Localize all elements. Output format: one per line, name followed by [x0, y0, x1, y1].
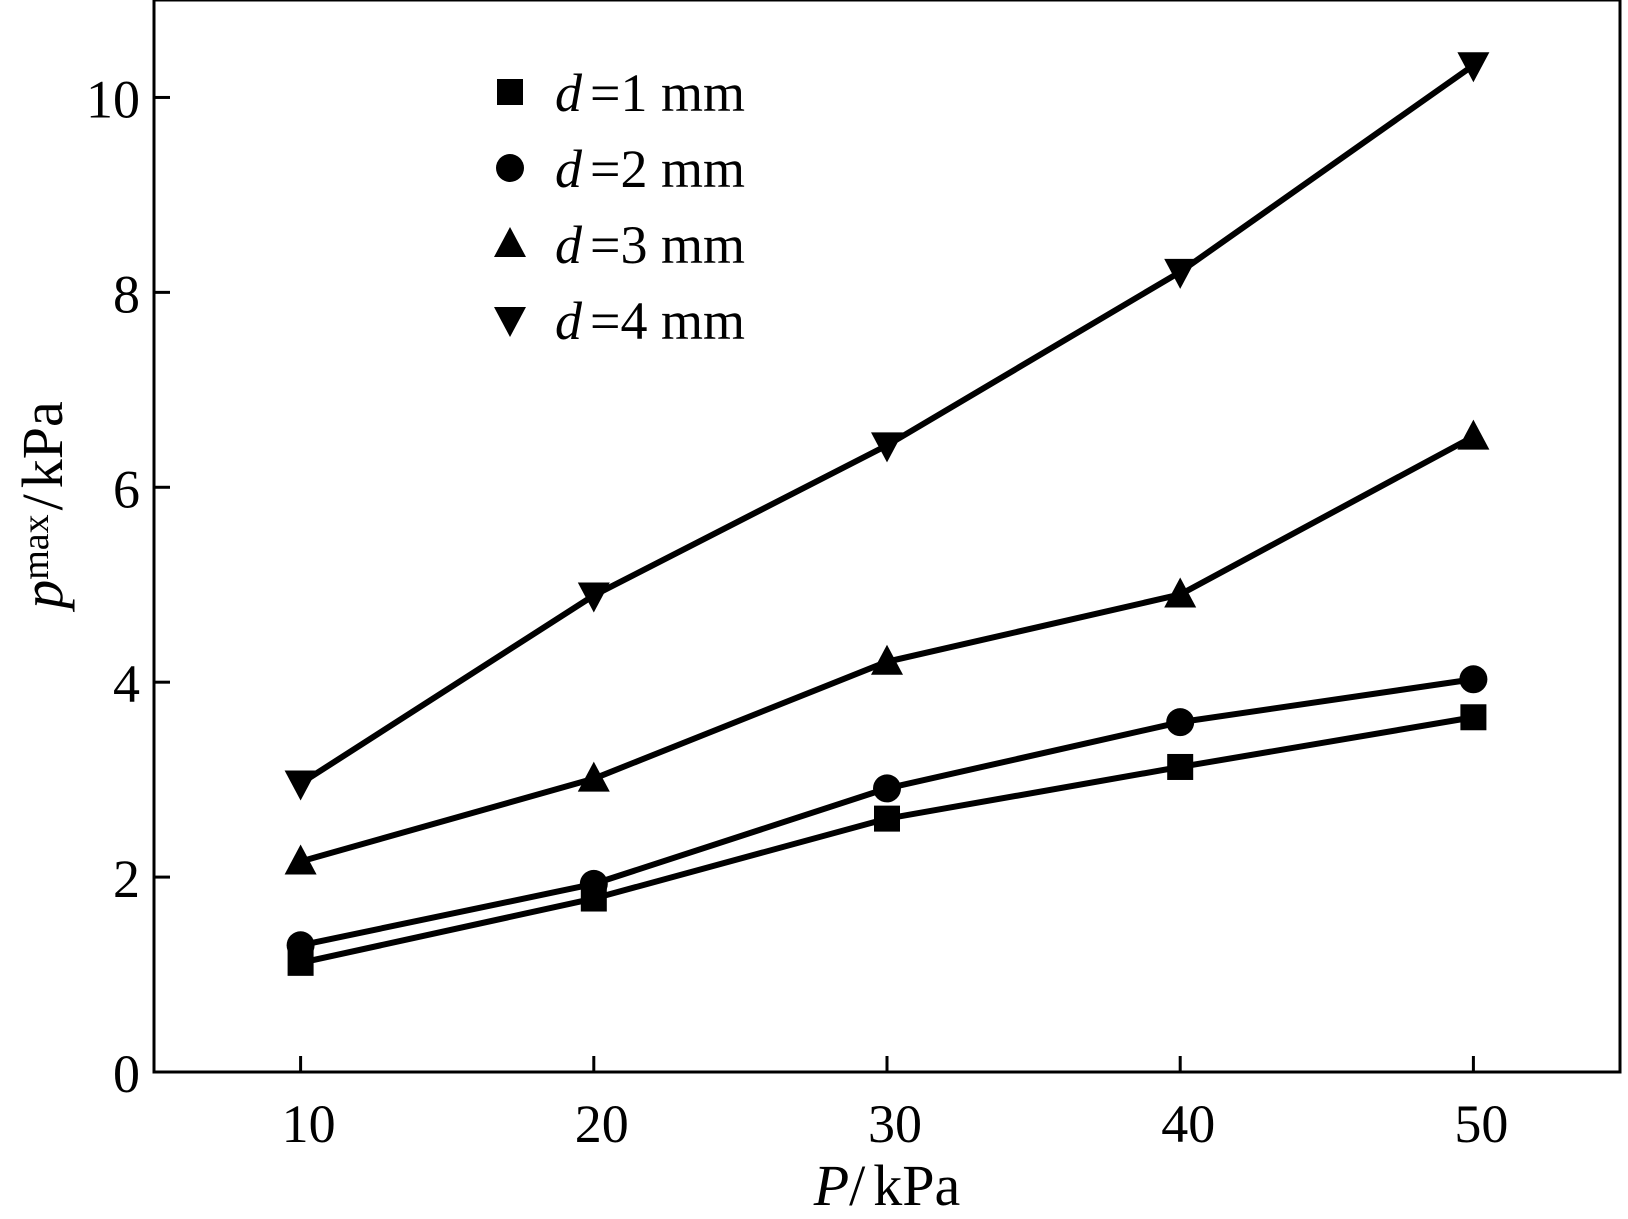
x-tick-label: 50 [1454, 1094, 1508, 1154]
series-4-point [871, 432, 903, 463]
x-axis-var: P [813, 1153, 849, 1218]
x-tick-label: 40 [1161, 1094, 1215, 1154]
legend-label-2: d =2 mm [555, 139, 745, 199]
plot-frame [152, 0, 1622, 1074]
series-2-point [579, 869, 608, 898]
series-3-point [1164, 577, 1197, 608]
series-line-1 [299, 714, 1474, 966]
x-axis-sep: / [849, 1153, 866, 1218]
series-line-4 [298, 62, 1476, 787]
legend-marker-1 [497, 79, 523, 105]
series-4-point [284, 770, 317, 801]
y-tick-label: 4 [113, 654, 140, 714]
series-2-point [286, 931, 315, 960]
series-2-point [873, 774, 901, 803]
series-1-point [1460, 704, 1487, 731]
x-tick-label: 20 [575, 1094, 629, 1154]
y-axis-var: p [10, 580, 75, 613]
legend-label-rest: =3 mm [590, 215, 745, 275]
legend-label-var: d [555, 139, 583, 199]
series-3-point [871, 644, 903, 675]
x-axis-title: P/kPa [813, 1153, 961, 1218]
y-tick-label: 10 [86, 69, 140, 129]
legend-label-rest: =4 mm [590, 291, 745, 351]
y-axis-sub: max [15, 514, 57, 579]
legend-label-rest: =1 mm [590, 63, 745, 123]
series-3-point [284, 844, 317, 875]
series-2-point [1166, 708, 1195, 737]
series-4-point [577, 582, 610, 613]
series-3-point [1457, 419, 1490, 450]
y-axis-title: pmax / kPa [10, 401, 75, 613]
legend-label-3: d =3 mm [555, 215, 745, 275]
series-4-point [1457, 52, 1490, 83]
y-tick-label: 8 [113, 264, 140, 324]
y-axis-unit: kPa [10, 401, 75, 488]
legend-marker-3 [494, 227, 526, 257]
series-1-point [874, 805, 900, 832]
legend-label-var: d [555, 63, 583, 123]
legend-label-4: d =4 mm [555, 291, 745, 351]
x-tick-label: 30 [868, 1094, 922, 1154]
series-3-point [577, 761, 610, 792]
series-2-point [1459, 665, 1488, 694]
y-tick-label: 0 [113, 1044, 140, 1104]
legend-label-var: d [555, 215, 583, 275]
y-axis-sep: / [10, 493, 75, 510]
x-tick-label: 10 [282, 1094, 336, 1154]
legend-marker-4 [494, 307, 526, 337]
axis-ticks: 10 20 30 40 50 0 2 4 6 8 10 [86, 69, 1508, 1154]
legend: d =1 mmd =2 mmd =3 mmd =4 mm [494, 63, 745, 351]
y-tick-label: 6 [113, 459, 140, 519]
x-axis-unit: kPa [873, 1153, 960, 1218]
legend-label-1: d =1 mm [555, 63, 745, 123]
legend-label-rest: =2 mm [590, 139, 745, 199]
series-markers [284, 52, 1490, 976]
series-1-point [1167, 753, 1194, 780]
legend-marker-2 [496, 154, 524, 182]
y-tick-label: 2 [113, 849, 140, 909]
series-4-point [1164, 258, 1197, 289]
legend-label-var: d [555, 291, 583, 351]
